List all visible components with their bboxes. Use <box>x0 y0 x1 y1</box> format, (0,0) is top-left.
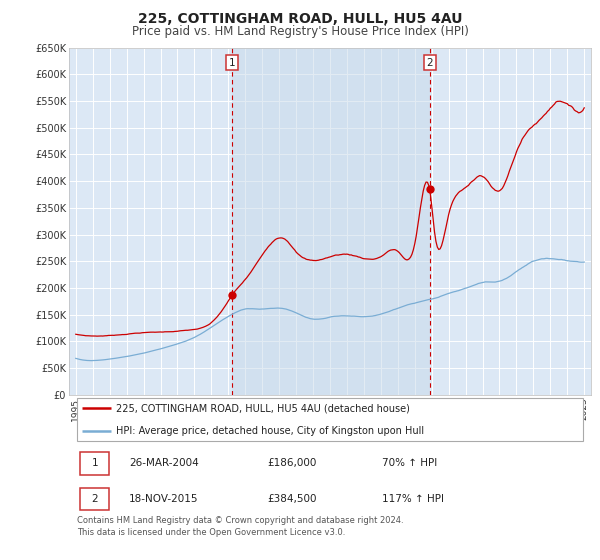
Text: 1: 1 <box>92 458 98 468</box>
Text: 1: 1 <box>229 58 236 68</box>
Text: 225, COTTINGHAM ROAD, HULL, HU5 4AU: 225, COTTINGHAM ROAD, HULL, HU5 4AU <box>138 12 462 26</box>
Text: 70% ↑ HPI: 70% ↑ HPI <box>382 458 437 468</box>
Text: £384,500: £384,500 <box>268 494 317 504</box>
Text: 225, COTTINGHAM ROAD, HULL, HU5 4AU (detached house): 225, COTTINGHAM ROAD, HULL, HU5 4AU (det… <box>116 403 410 413</box>
Text: 26-MAR-2004: 26-MAR-2004 <box>129 458 199 468</box>
Text: 18-NOV-2015: 18-NOV-2015 <box>129 494 199 504</box>
Text: 117% ↑ HPI: 117% ↑ HPI <box>382 494 444 504</box>
Text: HPI: Average price, detached house, City of Kingston upon Hull: HPI: Average price, detached house, City… <box>116 426 424 436</box>
Text: 2: 2 <box>427 58 433 68</box>
Text: Price paid vs. HM Land Registry's House Price Index (HPI): Price paid vs. HM Land Registry's House … <box>131 25 469 38</box>
Bar <box>232 48 430 395</box>
FancyBboxPatch shape <box>80 488 109 510</box>
FancyBboxPatch shape <box>80 452 109 474</box>
FancyBboxPatch shape <box>77 398 583 441</box>
Text: 2: 2 <box>92 494 98 504</box>
Text: £186,000: £186,000 <box>268 458 317 468</box>
Text: Contains HM Land Registry data © Crown copyright and database right 2024.
This d: Contains HM Land Registry data © Crown c… <box>77 516 403 537</box>
